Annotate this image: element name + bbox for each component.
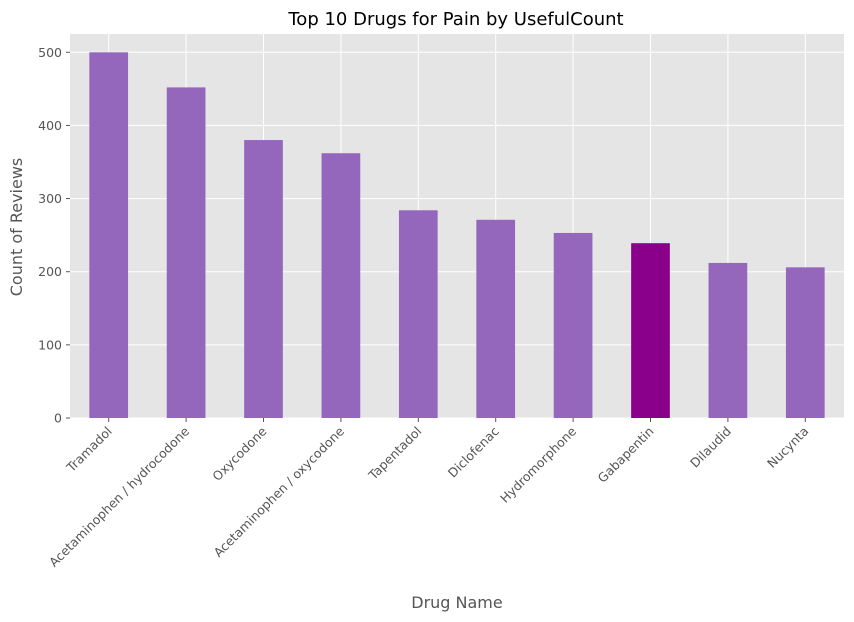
bar-acetaminophen-hydrocodone	[166, 87, 206, 418]
x-tick-label: Tramadol	[63, 424, 115, 476]
y-tick-label: 300	[38, 191, 62, 206]
y-tick-label: 100	[38, 337, 62, 352]
x-tick-label: Diclofenac	[445, 423, 502, 480]
bar-hydromorphone	[553, 232, 593, 418]
x-tick-label: Dilaudid	[687, 424, 734, 471]
y-tick-label: 0	[54, 411, 62, 426]
y-axis: 0 100 200 300 400 500	[38, 45, 70, 426]
y-tick-label: 200	[38, 264, 62, 279]
bar-gabapentin	[631, 243, 670, 418]
y-tick-label: 500	[38, 45, 62, 60]
bar-tapentadol	[398, 210, 438, 418]
x-tick-label: Tapentadol	[365, 424, 425, 484]
x-tick-label: Acetaminophen / hydrocodone	[46, 423, 192, 569]
bar-oxycodone	[244, 140, 283, 419]
y-tick-label: 400	[38, 118, 62, 133]
x-tick-label: Acetaminophen / oxycodone	[210, 423, 347, 560]
bars	[89, 52, 825, 419]
chart-title: Top 10 Drugs for Pain by UsefulCount	[287, 9, 623, 30]
x-tick-label: Oxycodone	[209, 423, 270, 484]
bar-diclofenac	[476, 219, 516, 418]
x-tick-label: Gabapentin	[595, 424, 657, 486]
bar-dilaudid	[708, 262, 748, 418]
y-axis-label: Count of Reviews	[7, 158, 26, 297]
bar-tramadol	[89, 52, 129, 419]
x-axis-label: Drug Name	[411, 593, 502, 612]
x-tick-label: Hydromorphone	[497, 423, 579, 505]
bar-nucynta	[785, 267, 825, 418]
bar-acetaminophen-oxycodone	[321, 153, 361, 419]
x-tick-label: Nucynta	[764, 424, 811, 471]
